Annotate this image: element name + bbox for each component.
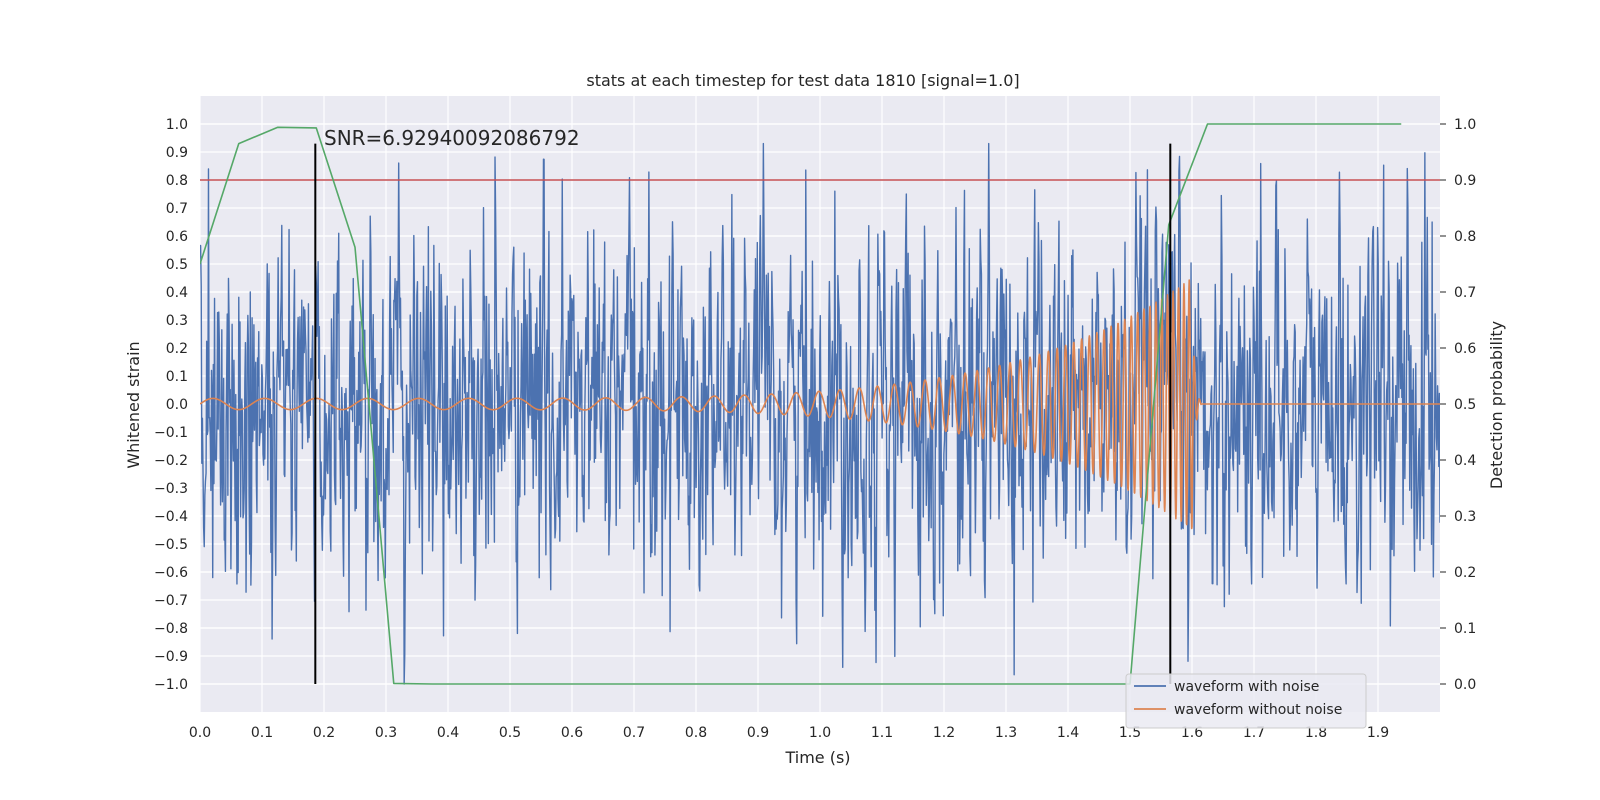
y2-tick-label: 0.8 <box>1454 229 1476 245</box>
x-tick-label: 1.2 <box>933 725 955 741</box>
x-tick-label: 1.4 <box>1057 725 1079 741</box>
x-tick-label: 1.9 <box>1367 725 1389 741</box>
y-tick-label: 0.9 <box>166 145 188 161</box>
chart-title: stats at each timestep for test data 181… <box>586 71 1019 90</box>
y2-tick-label: 0.0 <box>1454 677 1476 693</box>
y2-tick-label: 0.4 <box>1454 453 1476 469</box>
y-tick-label: 0.2 <box>166 341 188 357</box>
x-tick-label: 1.6 <box>1181 725 1203 741</box>
y-tick-label: −1.0 <box>154 677 188 693</box>
x-tick-label: 1.5 <box>1119 725 1141 741</box>
y-tick-label: 1.0 <box>166 117 188 133</box>
x-tick-label: 1.1 <box>871 725 893 741</box>
y-tick-label: 0.5 <box>166 257 188 273</box>
x-tick-label: 0.2 <box>313 725 335 741</box>
y-tick-label: −0.3 <box>154 481 188 497</box>
y-tick-label: −0.7 <box>154 593 188 609</box>
series-waveform-with-noise <box>200 142 1440 685</box>
y2-tick-label: 1.0 <box>1454 117 1476 133</box>
y-tick-label: −0.6 <box>154 565 188 581</box>
x-tick-label: 0.9 <box>747 725 769 741</box>
x-tick-label: 1.3 <box>995 725 1017 741</box>
series-waveform-without-noise <box>200 279 1440 530</box>
x-tick-label: 0.7 <box>623 725 645 741</box>
x-axis-ticks: 0.0 0.1 0.2 0.3 0.4 0.5 0.6 0.7 0.8 0.9 1.0 1.1 1.2 1… <box>189 725 1389 741</box>
x-tick-label: 0.4 <box>437 725 459 741</box>
y-tick-label: −0.8 <box>154 621 188 637</box>
x-tick-label: 0.3 <box>375 725 397 741</box>
legend-box <box>1125 673 1367 729</box>
plot-series-group <box>200 123 1440 685</box>
y2-tick-label: 0.9 <box>1454 173 1476 189</box>
y-tick-label: 0.4 <box>166 285 188 301</box>
y-tick-label: −0.5 <box>154 537 188 553</box>
x-tick-label: 0.6 <box>561 725 583 741</box>
x-tick-label: 0.1 <box>251 725 273 741</box>
y-tick-label: 0.3 <box>166 313 188 329</box>
y-tick-label: −0.9 <box>154 649 188 665</box>
y-axis-ticks: 1.0 0.9 0.8 0.7 0.6 0.5 0.4 0.3 0.2 0.1 0.0 −0.1 −0.… <box>154 117 188 693</box>
y-tick-label: 0.1 <box>166 369 188 385</box>
y2-axis-ticks: 1.0 0.9 0.8 0.7 0.6 0.5 0.4 0.3 0.2 0.1 0.0 <box>1440 117 1476 693</box>
y2-tick-label: 0.3 <box>1454 509 1476 525</box>
y2-tick-label: 0.1 <box>1454 621 1476 637</box>
x-tick-label: 0.0 <box>189 725 211 741</box>
y-tick-label: 0.7 <box>166 201 188 217</box>
snr-annotation: SNR=6.92940092086792 <box>324 126 580 150</box>
y-tick-label: 0.0 <box>166 397 188 413</box>
y-tick-label: 0.8 <box>166 173 188 189</box>
y2-tick-label: 0.6 <box>1454 341 1476 357</box>
legend-label-waveform-with-noise: waveform with noise <box>1174 679 1319 695</box>
y-tick-label: −0.1 <box>154 425 188 441</box>
marker-lines <box>314 143 1172 684</box>
x-tick-label: 1.7 <box>1243 725 1265 741</box>
x-tick-label: 0.8 <box>685 725 707 741</box>
x-tick-label: 1.0 <box>809 725 831 741</box>
series-detection-probability <box>200 123 1402 685</box>
x-axis-label: Time (s) <box>784 748 850 767</box>
y2-tick-label: 0.7 <box>1454 285 1476 301</box>
y2-tick-label: 0.2 <box>1454 565 1476 581</box>
x-tick-label: 1.8 <box>1305 725 1327 741</box>
y2-axis-label: Detection probability <box>1487 321 1506 489</box>
y-axis-label: Whitened strain <box>124 341 143 468</box>
x-tick-label: 0.5 <box>499 725 521 741</box>
y-tick-label: −0.2 <box>154 453 188 469</box>
legend-label-waveform-without-noise: waveform without noise <box>1174 702 1342 718</box>
legend: waveform with noise waveform without noi… <box>1125 673 1367 729</box>
y-tick-label: −0.4 <box>154 509 188 525</box>
y2-tick-label: 0.5 <box>1454 397 1476 413</box>
y-tick-label: 0.6 <box>166 229 188 245</box>
